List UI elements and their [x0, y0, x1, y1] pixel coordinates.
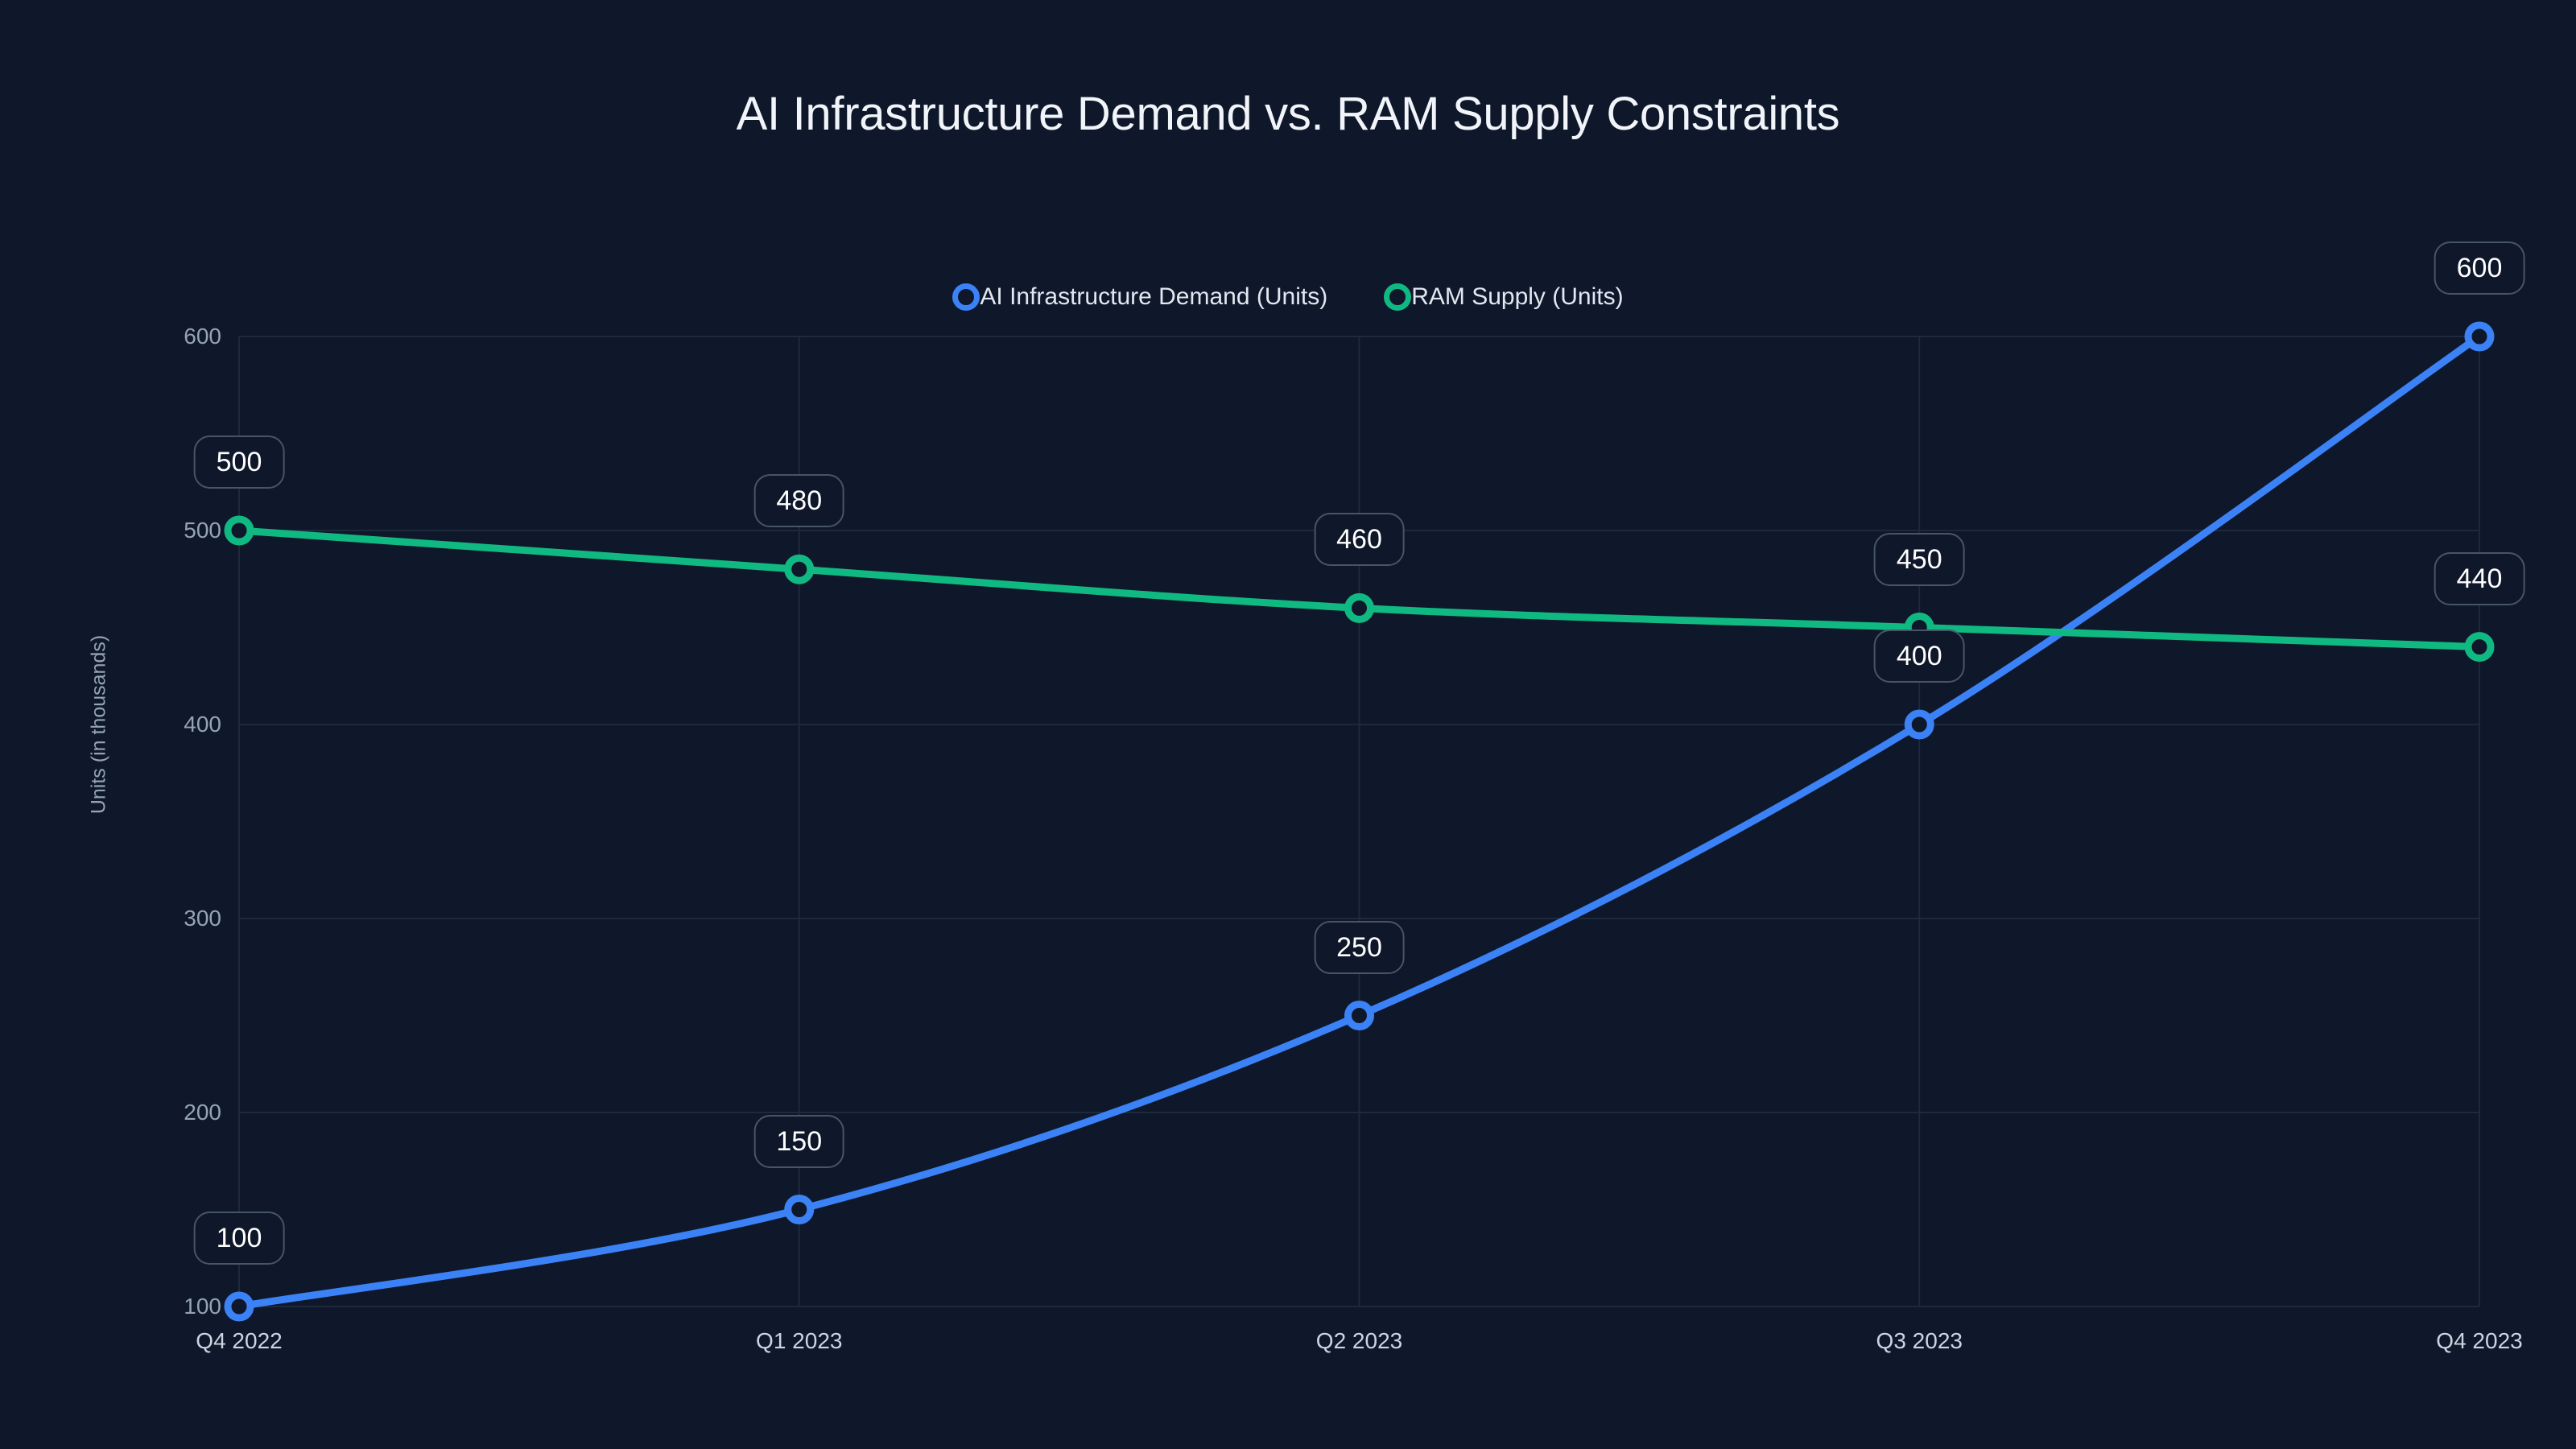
data-label-badge: 500	[193, 436, 285, 489]
data-point-marker[interactable]	[224, 515, 254, 546]
series-demand	[224, 321, 2495, 1322]
x-axis-tick-q4-2023: Q4 2023	[2436, 1328, 2523, 1353]
data-point-marker[interactable]	[1344, 592, 1374, 623]
series-line	[235, 332, 2483, 1311]
y-axis-tick-100: 100	[184, 1294, 221, 1319]
data-point-marker[interactable]	[2464, 632, 2495, 663]
chart-title: AI Infrastructure Demand vs. RAM Supply …	[736, 88, 1840, 140]
x-axis-tick-q2-2023: Q2 2023	[1315, 1328, 1403, 1353]
data-label-badge: 460	[1314, 513, 1405, 567]
data-label-badge: 450	[1873, 532, 1965, 586]
data-label-badge: 440	[2434, 551, 2525, 605]
data-point-marker[interactable]	[1344, 1001, 1374, 1030]
data-label-badge: 600	[2434, 242, 2525, 295]
data-point-marker[interactable]	[1904, 709, 1934, 740]
y-axis-title: Units (in thousands)	[87, 634, 110, 815]
data-point-marker[interactable]	[784, 1195, 815, 1224]
data-label-badge: 150	[753, 1114, 845, 1168]
data-label-badge: 250	[1314, 920, 1405, 974]
y-axis-tick-400: 400	[184, 712, 221, 737]
data-point-marker[interactable]	[784, 554, 815, 584]
grid-lines	[238, 336, 2480, 1307]
y-axis-tick-600: 600	[184, 324, 221, 349]
data-point-marker[interactable]	[224, 1291, 254, 1322]
x-axis-tick-q4-2022: Q4 2022	[196, 1328, 283, 1353]
x-axis-tick-q3-2023: Q3 2023	[1876, 1328, 1963, 1353]
data-point-marker[interactable]	[2464, 321, 2495, 352]
x-axis-tick-q1-2023: Q1 2023	[756, 1328, 843, 1353]
data-label-badge: 480	[753, 474, 845, 528]
data-label-badge: 400	[1873, 630, 1965, 683]
y-axis-tick-200: 200	[184, 1100, 221, 1125]
y-axis-tick-300: 300	[184, 906, 221, 931]
data-label-badge: 100	[193, 1212, 285, 1265]
y-axis-tick-500: 500	[184, 518, 221, 543]
